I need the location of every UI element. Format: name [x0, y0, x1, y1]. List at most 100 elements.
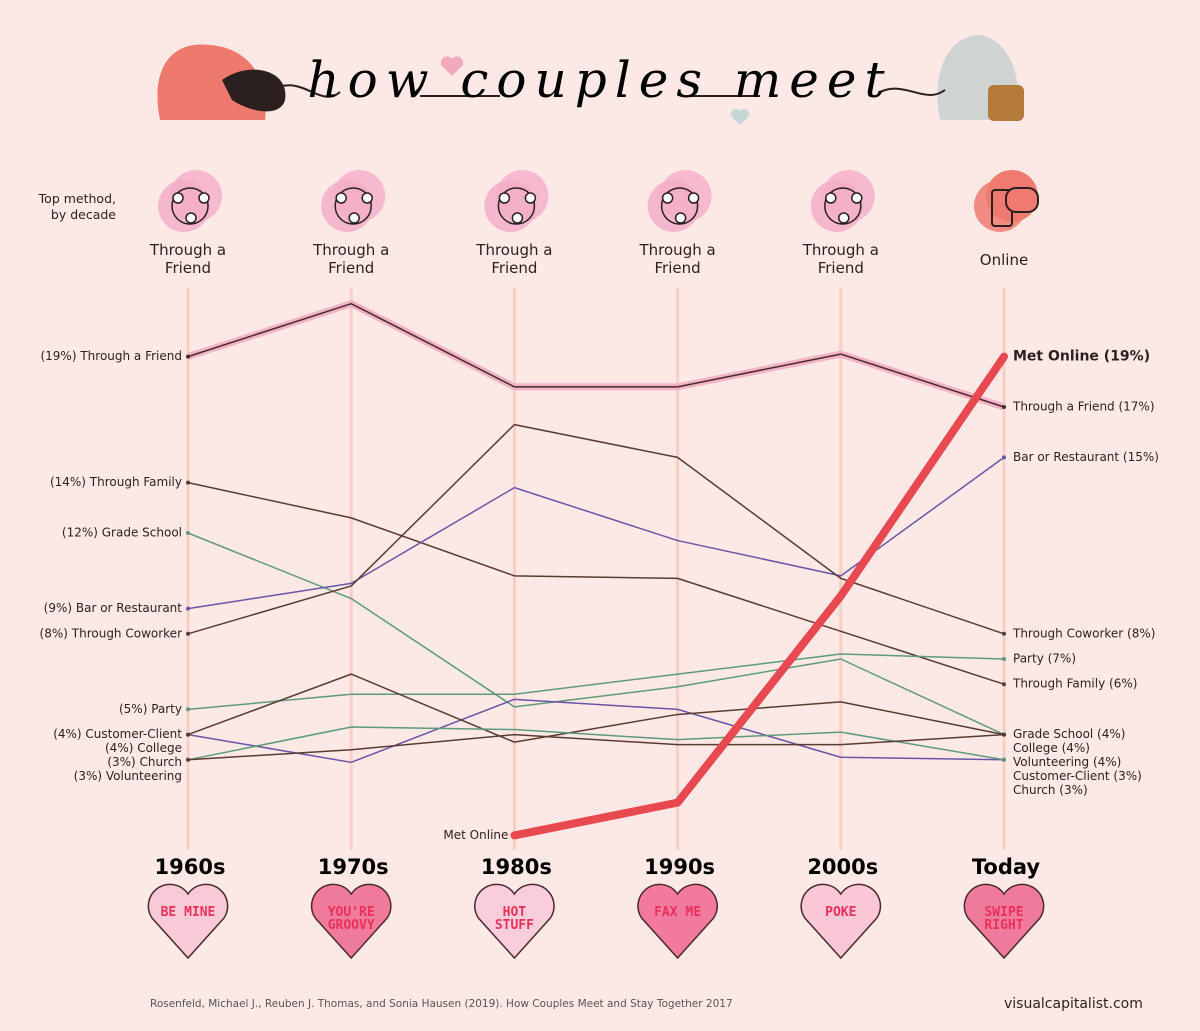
- person-icon: [687, 192, 700, 204]
- end-dot: [1002, 631, 1006, 636]
- chart-title: how couples meet: [307, 51, 892, 109]
- series-line: [187, 733, 1005, 761]
- series-line: [187, 673, 1005, 743]
- people-icon: [334, 187, 372, 225]
- people-icon: [497, 187, 536, 225]
- value-label: Church (3%): [1013, 783, 1088, 797]
- illustration-bag: [988, 85, 1024, 121]
- x-tick-label: 1990s: [644, 855, 715, 879]
- method-icon-bg: [321, 180, 374, 232]
- person-icon: [661, 192, 674, 204]
- end-dot: [186, 732, 190, 737]
- end-dot: [1002, 732, 1006, 737]
- value-label: (8%) Through Coworker: [40, 626, 183, 640]
- top-method-label: Top method, by decade: [38, 191, 116, 222]
- end-dot: [186, 631, 190, 636]
- top-method: Through a Friend: [476, 241, 553, 277]
- candy-heart: [637, 883, 718, 960]
- value-label: (4%) Customer-Client: [53, 727, 182, 741]
- series-line: [187, 481, 1005, 685]
- end-dot: [186, 606, 190, 611]
- candy-heart: [474, 883, 555, 960]
- method-icon-bg: [158, 180, 210, 232]
- series-line: [187, 423, 1005, 635]
- value-label: Volunteering (4%): [1013, 755, 1121, 769]
- x-tick-label: 2000s: [807, 855, 878, 879]
- value-label: College (4%): [1013, 741, 1090, 755]
- end-dot: [1002, 682, 1006, 687]
- value-label: (14%) Through Family: [50, 475, 182, 489]
- person-icon: [361, 192, 373, 204]
- illustration-left-arm: [222, 69, 286, 112]
- value-label: (5%) Party: [119, 702, 182, 716]
- person-icon: [825, 192, 837, 204]
- chat-icon: [1005, 187, 1039, 213]
- series-line: [187, 653, 1005, 711]
- method-icon-bg: [484, 180, 537, 232]
- person-icon: [838, 212, 850, 224]
- candy-heart: [147, 883, 229, 960]
- value-label: (3%) Volunteering: [74, 769, 182, 783]
- deco-heart: [440, 56, 464, 76]
- end-dot: [1002, 405, 1006, 409]
- person-icon: [498, 192, 511, 204]
- person-icon: [198, 192, 210, 204]
- candy-heart-text: HOT STUFF: [494, 905, 534, 933]
- value-label: (19%) Through a Friend: [40, 349, 182, 363]
- top-method: Through a Friend: [639, 241, 716, 277]
- series-line: [510, 352, 1008, 840]
- value-label: (4%) College: [105, 741, 182, 755]
- series-line: [187, 302, 1005, 408]
- end-dot: [186, 531, 190, 535]
- top-method: Through a Friend: [802, 241, 879, 277]
- method-icon-bg: [647, 180, 700, 232]
- top-method: Through a Friend: [149, 241, 227, 277]
- people-icon: [171, 187, 209, 225]
- credit: visualcapitalist.com: [1004, 996, 1143, 1012]
- people-icon: [660, 187, 699, 225]
- value-label: Through Family (6%): [1012, 677, 1137, 691]
- end-dot: [186, 707, 190, 712]
- deco-heart: [731, 109, 749, 125]
- source: Rosenfeld, Michael J., Reuben J. Thomas,…: [150, 998, 733, 1010]
- top-method: Online: [979, 251, 1029, 269]
- title-flourish: [269, 84, 946, 98]
- person-icon: [524, 192, 537, 204]
- series-line: [187, 698, 1005, 764]
- x-tick-label: 1980s: [481, 855, 552, 879]
- candy-heart-text: FAX ME: [654, 905, 702, 920]
- x-tick-label: Today: [972, 855, 1041, 879]
- person-icon: [511, 212, 524, 224]
- people-icon: [824, 187, 862, 225]
- end-dot: [186, 480, 190, 485]
- candy-heart-text: POKE: [825, 905, 857, 920]
- value-label: (9%) Bar or Restaurant: [44, 601, 183, 615]
- end-dot: [1002, 455, 1006, 460]
- value-label: Customer-Client (3%): [1013, 769, 1142, 783]
- value-label: (12%) Grade School: [62, 526, 182, 540]
- person-icon: [674, 212, 687, 224]
- value-label: Through Coworker (8%): [1012, 626, 1155, 640]
- end-dot: [186, 757, 190, 762]
- value-label: Grade School (4%): [1013, 727, 1125, 741]
- value-label: Bar or Restaurant (15%): [1013, 450, 1159, 464]
- candy-heart-text: YOU'RE GROOVY: [327, 905, 375, 933]
- end-dot: [1002, 757, 1006, 762]
- end-dot: [186, 354, 190, 359]
- value-label: Through a Friend (17%): [1012, 400, 1155, 414]
- candy-heart: [963, 883, 1045, 960]
- method-icon-bg: [810, 180, 863, 232]
- candy-heart: [800, 883, 882, 960]
- candy-heart-text: BE MINE: [160, 905, 216, 920]
- value-label: Met Online (19%): [1013, 349, 1150, 365]
- x-tick-label: 1960s: [155, 855, 226, 879]
- person-icon: [335, 192, 347, 204]
- value-label: Met Online: [443, 828, 508, 842]
- candy-heart: [310, 883, 392, 960]
- person-icon: [851, 192, 863, 204]
- value-label: (3%) Church: [107, 755, 182, 769]
- value-label: Party (7%): [1013, 652, 1076, 666]
- series-highlight: [186, 300, 1006, 411]
